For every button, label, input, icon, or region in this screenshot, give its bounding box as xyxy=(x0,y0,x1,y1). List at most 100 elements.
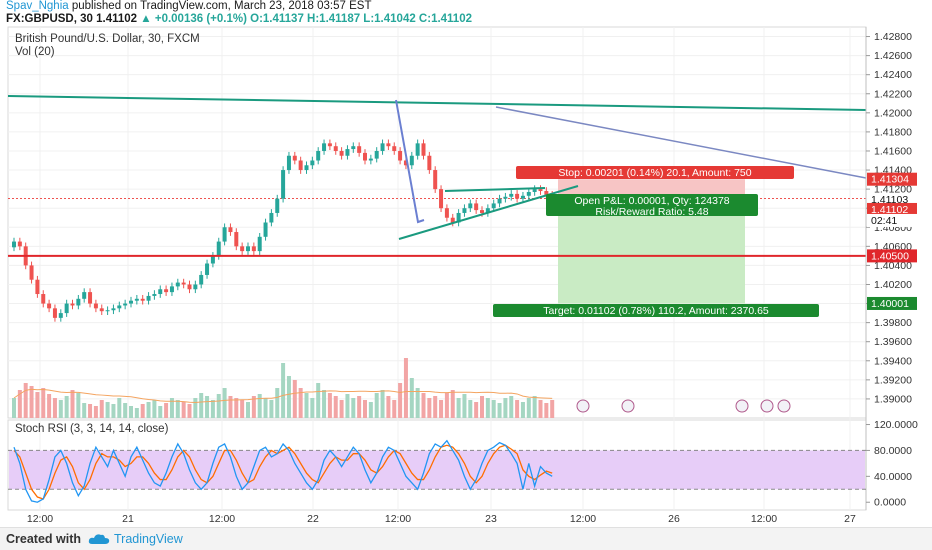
candle xyxy=(310,160,315,166)
volume-bar xyxy=(485,398,490,418)
volume-bar xyxy=(433,396,438,418)
volume-bar xyxy=(105,402,110,418)
candle xyxy=(216,241,221,256)
target-label: Target: 0.01102 (0.78%) 110.2, Amount: 2… xyxy=(543,305,769,317)
volume-bar xyxy=(275,388,280,418)
volume-bar xyxy=(29,386,34,418)
candle xyxy=(269,212,274,223)
event-flag-icon xyxy=(760,399,774,413)
volume-bar xyxy=(52,398,57,418)
volume-bar xyxy=(246,402,250,418)
volume-bar xyxy=(509,396,514,418)
candle xyxy=(333,146,338,151)
volume-bar xyxy=(351,398,356,418)
volume-bar xyxy=(403,358,408,418)
candle xyxy=(480,210,484,213)
candle xyxy=(316,150,321,161)
candle xyxy=(58,313,63,318)
tradingview-brand[interactable]: TradingView xyxy=(114,532,183,546)
price-tag-entry: 1.41102 xyxy=(871,204,908,216)
candle xyxy=(339,150,344,156)
volume-bar xyxy=(70,390,75,418)
candle xyxy=(164,289,169,293)
candle xyxy=(292,155,297,161)
candle xyxy=(146,295,151,301)
volume-bar xyxy=(450,390,455,418)
volume-bar xyxy=(199,393,204,418)
candle xyxy=(363,152,367,161)
candle xyxy=(421,143,426,156)
candle xyxy=(503,196,508,199)
volume-bar xyxy=(363,400,367,418)
volume-bar xyxy=(146,402,151,418)
volume-bar xyxy=(222,388,227,418)
volume-bar xyxy=(532,396,537,418)
candle xyxy=(456,212,461,223)
time-tick-label: 27 xyxy=(844,513,856,525)
time-tick-label: 22 xyxy=(307,513,319,525)
ohlc-values: O:1.41137 H:1.41187 L:1.41042 C:1.41102 xyxy=(250,13,472,25)
price-tick-label: 1.39400 xyxy=(874,355,912,367)
candle xyxy=(351,146,356,150)
stoch-band xyxy=(9,450,865,490)
candle xyxy=(520,195,525,199)
time-tick-label: 12:00 xyxy=(570,513,596,525)
candle xyxy=(392,146,397,151)
candle xyxy=(205,263,210,275)
candle xyxy=(427,155,432,171)
stoch-tick-label: 80.0000 xyxy=(874,445,912,457)
up-arrow-icon: ▲ xyxy=(140,13,152,25)
candle xyxy=(47,303,52,309)
candle xyxy=(474,203,479,211)
candle xyxy=(322,143,327,151)
candle xyxy=(538,189,543,192)
volume-bar xyxy=(64,396,69,418)
chart-canvas[interactable]: Stop: 0.00201 (0.14%) 20.1, Amount: 750 O… xyxy=(0,0,932,527)
price-tag-stop: 1.41304 xyxy=(871,174,909,186)
volume-bar xyxy=(281,363,286,418)
volume-bar xyxy=(140,404,145,418)
price-tick-label: 1.41200 xyxy=(874,184,912,196)
candle xyxy=(298,160,303,171)
volume-bar xyxy=(111,404,116,418)
publish-text: published on TradingView.com, March 23, … xyxy=(71,0,372,12)
candle xyxy=(240,246,245,252)
price-tag-countdown: 02:41 xyxy=(871,215,897,227)
volume-bar xyxy=(339,400,344,418)
volume-bar xyxy=(526,398,531,418)
volume-bar xyxy=(76,393,81,418)
volume-bar xyxy=(152,400,157,418)
candle xyxy=(88,292,93,304)
candle xyxy=(187,284,192,290)
candle xyxy=(175,282,180,287)
price-tag-target: 1.40001 xyxy=(871,298,909,310)
event-flag-icon xyxy=(735,399,749,413)
volume-bar xyxy=(415,388,420,418)
volume-bar xyxy=(316,383,321,418)
volume-bar xyxy=(380,390,385,418)
price-change: +0.00136 (+0.1%) xyxy=(154,13,247,25)
volume-bar xyxy=(480,396,484,418)
created-with-label: Created with xyxy=(6,532,82,546)
volume-bar xyxy=(310,398,315,418)
candle xyxy=(129,300,133,304)
volume-bar xyxy=(88,404,93,418)
volume-bar xyxy=(304,393,309,418)
candle xyxy=(64,303,69,314)
candle xyxy=(169,286,174,293)
candle xyxy=(509,193,514,197)
volume-bar xyxy=(386,396,391,418)
volume-bar xyxy=(234,398,239,418)
candle xyxy=(134,298,139,301)
volume-bar xyxy=(216,394,221,418)
price-tick-label: 1.41600 xyxy=(874,145,912,157)
pnl-label: Open P&L: 0.00001, Qty: 124378 xyxy=(574,195,729,207)
time-tick-label: 12:00 xyxy=(751,513,777,525)
symbol-bar: FX:GBPUSD, 30 1.41102 ▲ +0.00136 (+0.1%)… xyxy=(6,13,472,25)
candle xyxy=(117,305,122,309)
author-link[interactable]: Spav_Nghia xyxy=(6,0,69,12)
candle xyxy=(222,227,227,242)
tradingview-cloud-icon xyxy=(88,534,110,544)
volume-bar xyxy=(327,393,332,418)
